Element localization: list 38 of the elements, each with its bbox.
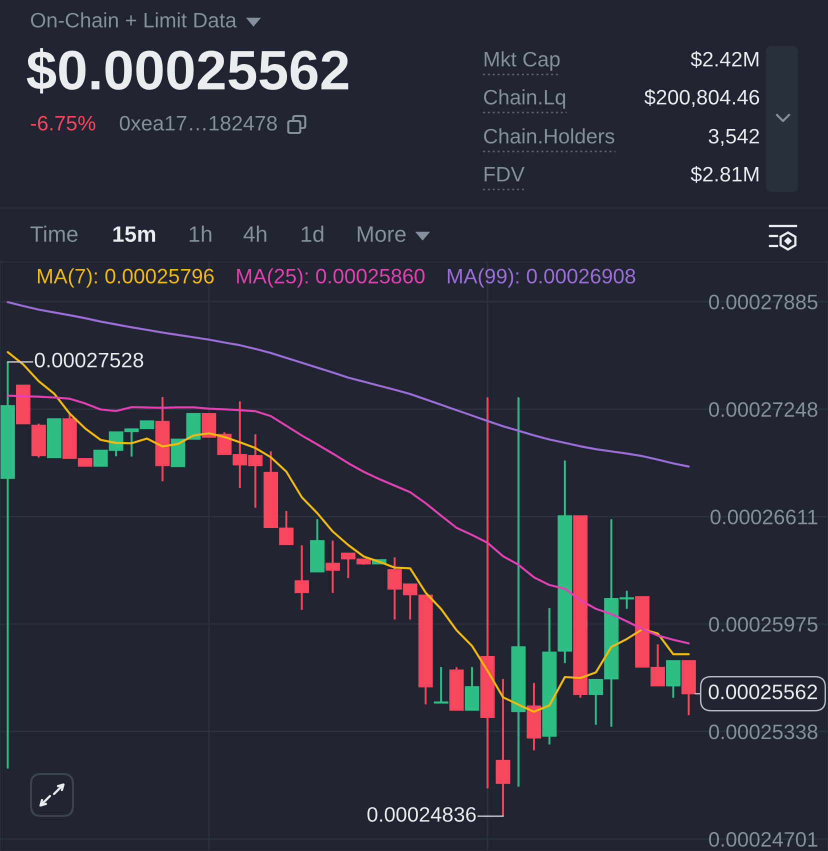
text: FDV [484,167,525,182]
text: Mkt Cap [484,51,560,71]
text: On-Chain + Limit Data [30,12,237,28]
y-tick-label: 0.00025975 [709,617,818,632]
y-tick-label: 0.00026611 [710,510,818,524]
text: -6.75% [30,116,96,131]
y-tick-label: 0.00027248 [709,402,818,417]
text: $0.00025562 [26,48,348,94]
text: Chain.Lq [484,89,566,109]
text: $2.81M [690,166,758,183]
text: 0.00025562 [708,684,817,700]
text: 15m [113,226,156,242]
annotation: 0.00024836 [367,807,476,822]
line-series [6,351,690,713]
line-series [6,394,690,644]
text: 0xea17…182478 [120,116,277,131]
text: MA(99): 0.00026908 [448,268,636,288]
text: 3,542 [708,128,759,146]
text: More [358,226,406,242]
text: $2.42M [690,50,758,68]
y-tick-label: 0.00025338 [709,724,818,740]
text: MA(25): 0.00025860 [237,268,425,288]
text: 1d [302,226,324,242]
text: MA(7): 0.00025796 [38,268,214,288]
text: $200,804.46 [644,88,760,108]
annotation: 0.00027528 [34,352,144,368]
candlestick [294,544,310,611]
candlestick [464,666,480,712]
y-tick-label: 0.00024701 [709,832,818,847]
text: Time [30,226,78,242]
candlestick [434,666,448,704]
text: Chain.Holders [484,128,614,144]
candlestick [326,540,340,594]
text: 1h [190,226,212,242]
candlestick [496,678,510,818]
text: 4h [244,226,266,242]
line-series [6,301,690,468]
y-tick-label: 0.00027885 [709,294,818,310]
